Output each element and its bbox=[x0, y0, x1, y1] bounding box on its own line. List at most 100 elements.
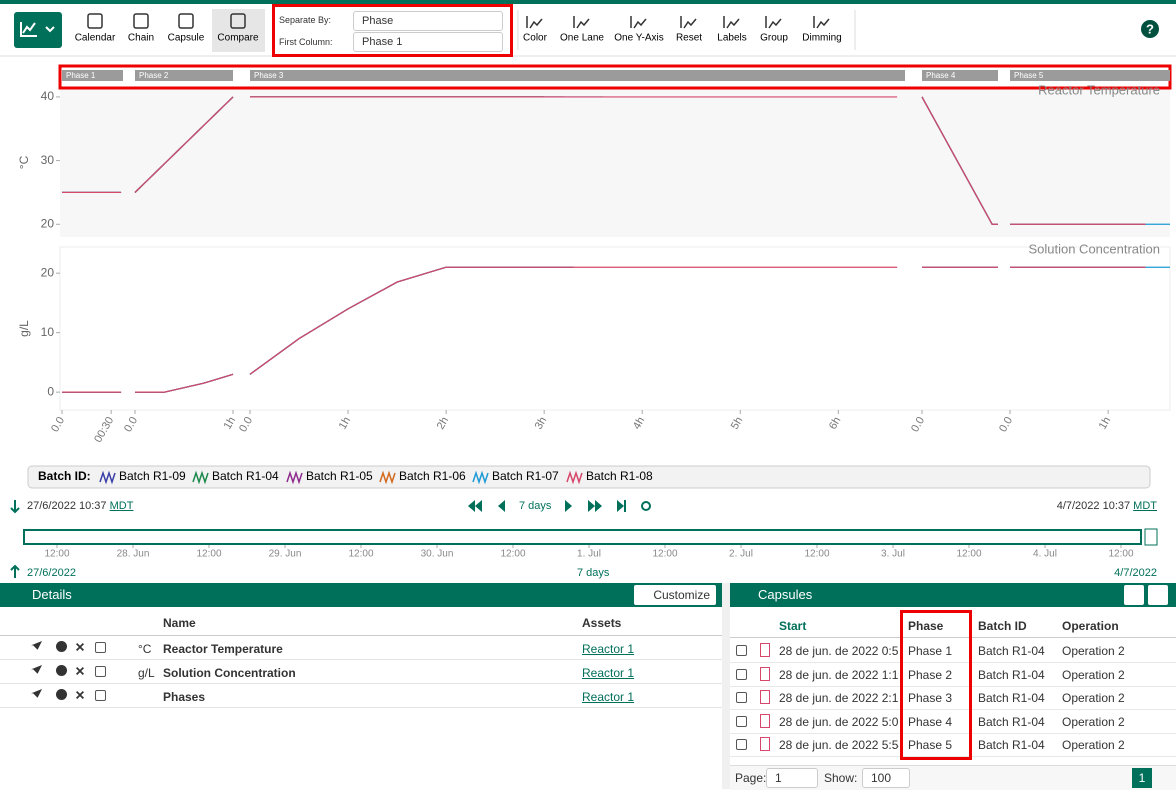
x-tick-label: 1h bbox=[222, 415, 239, 432]
current-page[interactable]: 1 bbox=[1132, 768, 1152, 788]
phase-label: Phase 3 bbox=[254, 71, 284, 80]
range-start: 27/6/2022 bbox=[27, 567, 76, 579]
cell: 28 de jun. de 2022 0:58 bbox=[779, 644, 899, 658]
checkbox[interactable] bbox=[95, 666, 106, 677]
navigator-range[interactable] bbox=[23, 529, 1142, 545]
navigator-handle[interactable] bbox=[1144, 528, 1158, 546]
legend-swatch bbox=[566, 470, 583, 485]
remove-icon[interactable] bbox=[76, 643, 84, 651]
navigator-label: 12:00 bbox=[44, 549, 69, 560]
x-tick-label: 6h bbox=[827, 415, 844, 432]
tool-label[interactable]: Compare bbox=[217, 33, 259, 44]
item-name: Phases bbox=[163, 690, 206, 704]
label: First Column: bbox=[279, 37, 333, 47]
asset-link[interactable]: Reactor 1 bbox=[582, 690, 635, 704]
capsule-icon bbox=[760, 643, 770, 657]
x-tick-label: 0.0 bbox=[122, 415, 140, 434]
tool-label[interactable]: Calendar bbox=[75, 33, 116, 44]
column-header[interactable]: Name bbox=[163, 616, 196, 630]
tool-icon bbox=[178, 13, 194, 29]
span[interactable]: 7 days bbox=[519, 500, 552, 512]
y-axis-unit: °C bbox=[17, 155, 31, 169]
trace bbox=[921, 96, 998, 225]
capsule-icon bbox=[760, 690, 770, 704]
tool-label[interactable]: Capsule bbox=[168, 33, 205, 44]
phase-label: Phase 2 bbox=[139, 71, 169, 80]
cell: Batch R1-04 bbox=[978, 738, 1045, 752]
timezone[interactable]: MDT bbox=[109, 500, 134, 512]
tool-label[interactable]: Color bbox=[523, 33, 548, 44]
tool-label[interactable]: One Y-Axis bbox=[614, 33, 663, 44]
legend-item[interactable]: Batch R1-08 bbox=[586, 469, 653, 483]
view-icon bbox=[20, 22, 37, 37]
first-column-select[interactable]: Phase 1 bbox=[353, 32, 503, 52]
tool-label[interactable]: Reset bbox=[676, 33, 702, 44]
rule bbox=[0, 635, 722, 636]
checkbox[interactable] bbox=[736, 668, 747, 680]
page-select[interactable]: 1 bbox=[766, 768, 818, 788]
collapse-button[interactable] bbox=[1148, 585, 1168, 605]
info-icon[interactable] bbox=[56, 665, 67, 676]
column-header[interactable]: Batch ID bbox=[978, 619, 1027, 633]
legend-item[interactable]: Batch R1-07 bbox=[492, 469, 559, 483]
caret bbox=[45, 26, 55, 33]
tool-label[interactable]: Labels bbox=[717, 33, 746, 44]
navigator-label: 12:00 bbox=[1108, 549, 1133, 560]
checkbox[interactable] bbox=[736, 739, 747, 750]
column-header[interactable]: Assets bbox=[582, 616, 622, 630]
tool-label[interactable]: Chain bbox=[128, 33, 154, 44]
remove-icon[interactable] bbox=[76, 667, 84, 675]
tool-label[interactable]: One Lane bbox=[560, 33, 604, 44]
help-button[interactable] bbox=[1141, 20, 1159, 38]
rocket-icon[interactable] bbox=[31, 665, 42, 674]
checkbox[interactable] bbox=[95, 690, 106, 701]
top-strip bbox=[0, 0, 1176, 4]
nav-controls[interactable] bbox=[468, 500, 651, 512]
tool-label[interactable]: Group bbox=[760, 33, 788, 44]
info-icon[interactable] bbox=[56, 641, 67, 652]
x-tick-label: 5h bbox=[729, 415, 746, 432]
legend-item[interactable]: Batch R1-05 bbox=[306, 469, 373, 483]
checkbox[interactable] bbox=[736, 715, 747, 727]
cell: Phase 2 bbox=[908, 667, 953, 682]
column-header[interactable]: Phase bbox=[908, 619, 944, 633]
legend-item[interactable]: Batch R1-06 bbox=[399, 469, 466, 483]
checkbox[interactable] bbox=[95, 642, 106, 653]
cell: 28 de jun. de 2022 2:10 bbox=[779, 691, 899, 705]
column-header[interactable]: Start bbox=[779, 619, 807, 633]
checkbox[interactable] bbox=[736, 645, 747, 656]
legend-box bbox=[27, 465, 1151, 489]
x-tick-label: 00:30 bbox=[92, 415, 116, 445]
splitter[interactable] bbox=[722, 583, 730, 789]
tool-label[interactable]: Dimming bbox=[802, 33, 841, 44]
remove-icon[interactable] bbox=[76, 691, 84, 699]
asset-link[interactable]: Reactor 1 bbox=[582, 642, 635, 656]
start-time: 27/6/2022 10:37 MDT bbox=[27, 500, 133, 512]
x-tick-label: 3h bbox=[533, 415, 550, 432]
tool-icon bbox=[723, 16, 740, 29]
cell: Batch R1-04 bbox=[978, 714, 1045, 729]
tool-icon bbox=[526, 16, 543, 29]
column-header[interactable]: Operation bbox=[1062, 619, 1119, 633]
timezone[interactable]: MDT bbox=[1133, 500, 1157, 512]
show-select[interactable]: 100 bbox=[862, 768, 910, 788]
asset-link[interactable]: Reactor 1 bbox=[582, 666, 635, 680]
legend-item[interactable]: Batch R1-09 bbox=[119, 469, 186, 483]
rocket-icon[interactable] bbox=[31, 641, 42, 650]
zoom-button[interactable] bbox=[1124, 585, 1144, 605]
navigator-label: 12:00 bbox=[500, 549, 525, 560]
trace bbox=[134, 96, 234, 193]
phase-label: Phase 5 bbox=[1014, 71, 1044, 80]
separate-select[interactable]: Phase bbox=[353, 11, 503, 31]
y-tick-label: 10 bbox=[41, 325, 55, 339]
customize-button[interactable]: Customize bbox=[634, 585, 716, 605]
info-icon[interactable] bbox=[56, 689, 67, 700]
help-icon: ? bbox=[1146, 21, 1154, 36]
tool-icon bbox=[630, 16, 647, 29]
view-menu[interactable] bbox=[14, 12, 62, 48]
rocket-icon[interactable] bbox=[31, 689, 42, 698]
y-tick-label: 0 bbox=[47, 384, 54, 398]
legend-item[interactable]: Batch R1-04 bbox=[212, 469, 279, 483]
tool-icon bbox=[680, 16, 697, 29]
checkbox[interactable] bbox=[736, 692, 747, 703]
